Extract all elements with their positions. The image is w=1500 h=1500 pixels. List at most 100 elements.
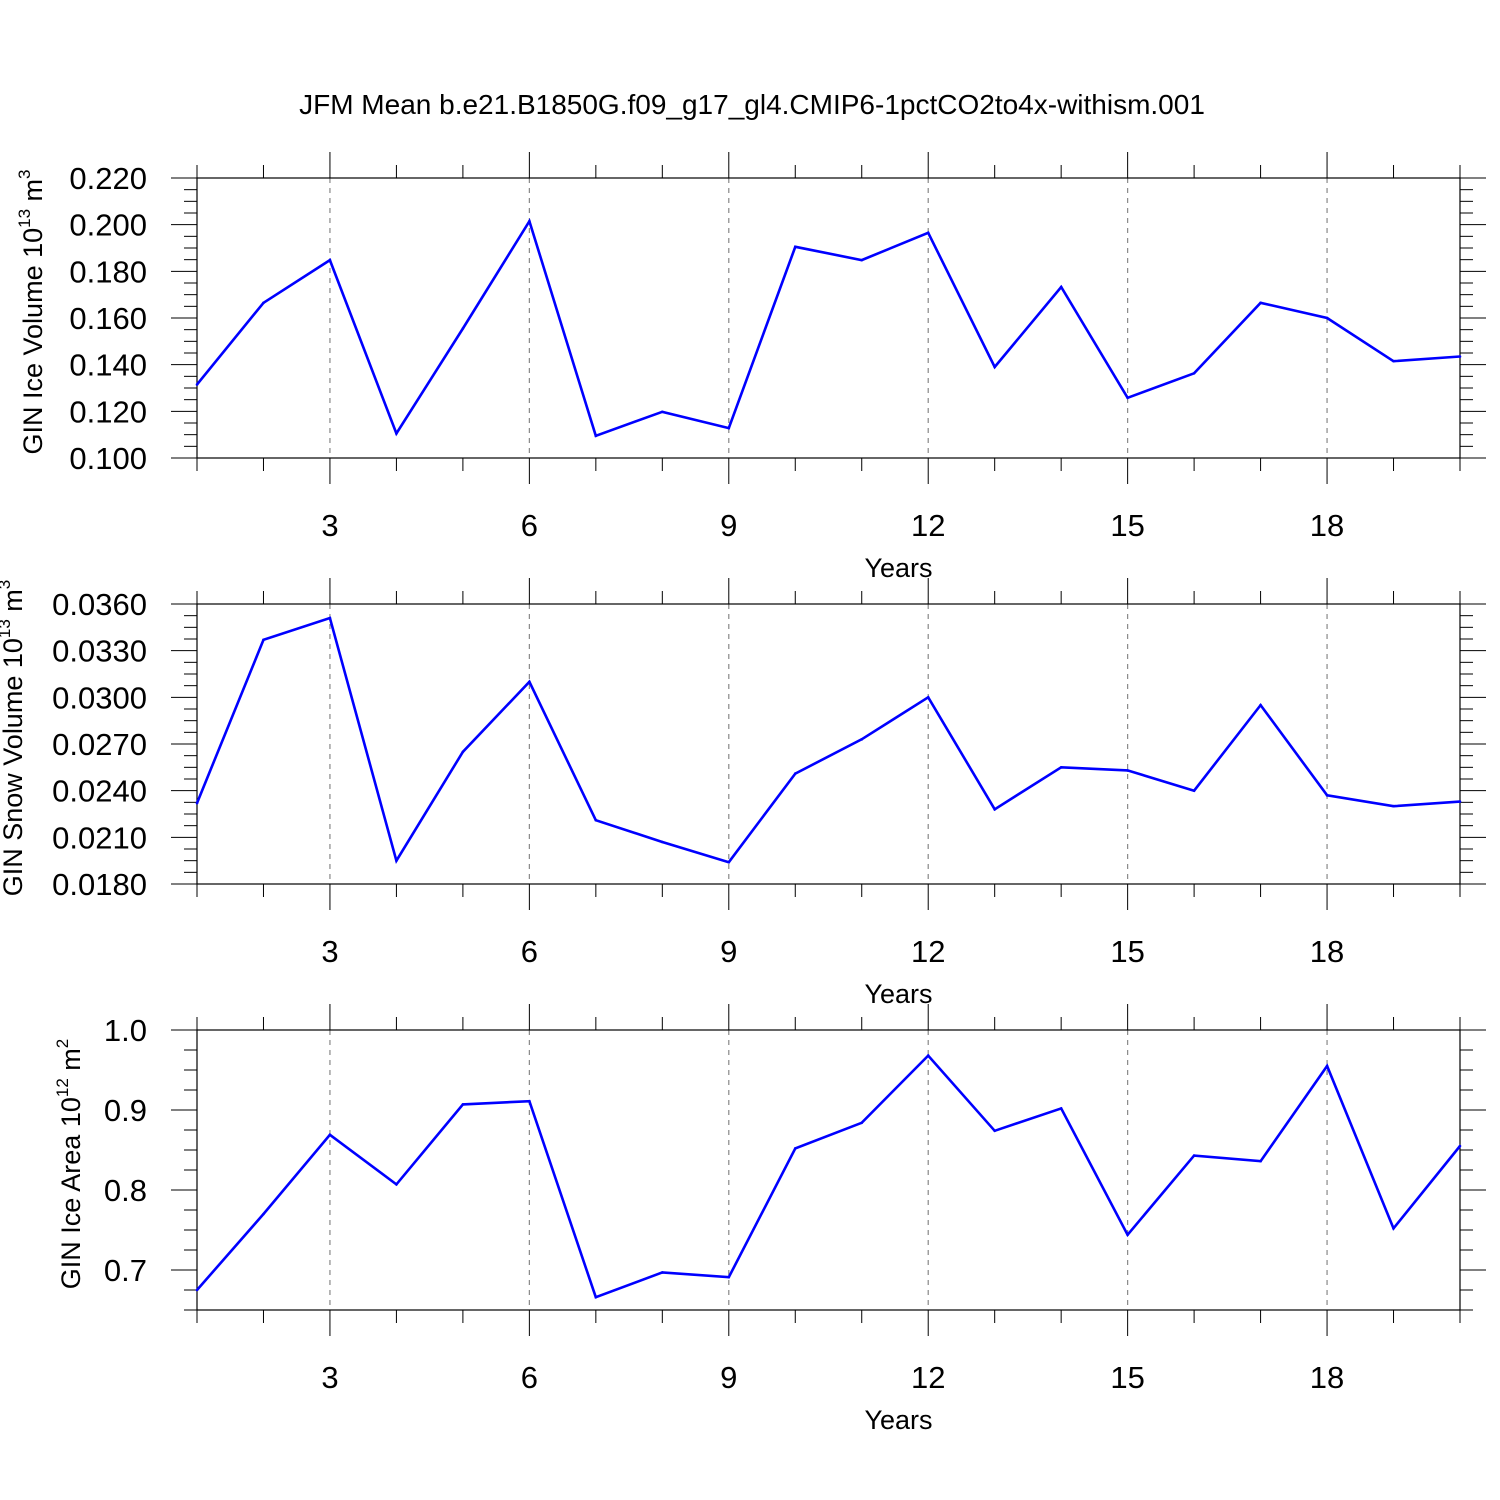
panels: 0.100 0.120 0.140 0.160 0.180 0.200 0.220 3 6 9 12… — [0, 152, 1486, 1435]
data-point — [461, 1103, 465, 1106]
x-tick-label: 6 — [521, 934, 538, 969]
data-point — [1392, 1227, 1395, 1230]
x-tick-label: 12 — [911, 1360, 945, 1395]
data-point — [727, 1275, 731, 1279]
data-point — [993, 808, 996, 811]
y-tick-label: 0.0330 — [52, 634, 147, 669]
panel-3: 0.7 0.8 0.9 1.0 3 6 9 12 15 18 Years GIN Ice Area 1… — [53, 1004, 1486, 1435]
data-point — [528, 1099, 531, 1103]
x-tick-label: 12 — [911, 934, 945, 969]
data-point — [395, 859, 398, 862]
y-tick-label: 1.0 — [104, 1013, 147, 1048]
data-point — [1458, 800, 1462, 803]
y-tick-label: 0.0300 — [52, 680, 147, 715]
data-point — [661, 1271, 664, 1274]
y-tick-label: 0.0210 — [52, 820, 147, 855]
y-tick-label: 0.0270 — [52, 727, 147, 762]
x-axis-label: Years — [864, 1405, 932, 1435]
data-point — [594, 434, 598, 438]
data-point — [1126, 769, 1129, 772]
y-tick-label: 0.120 — [69, 394, 147, 429]
data-point — [1392, 804, 1395, 808]
data-point — [195, 1288, 199, 1292]
data-point — [195, 801, 199, 805]
data-point — [1325, 794, 1329, 797]
data-point — [1259, 1159, 1262, 1163]
data-point — [860, 1121, 864, 1125]
series-line — [195, 616, 1461, 864]
data-point — [262, 638, 265, 642]
data-point — [328, 1133, 332, 1137]
data-point — [1392, 359, 1395, 363]
series-line — [196, 1053, 1462, 1299]
y-tick-label: 0.200 — [69, 208, 147, 243]
x-axis-label: Years — [864, 979, 932, 1009]
data-point — [1325, 1064, 1329, 1068]
data-point — [1458, 1144, 1462, 1148]
y-tick-label: 0.9 — [104, 1093, 147, 1128]
data-point — [262, 1212, 265, 1216]
data-point — [1192, 789, 1196, 792]
plot-frame — [196, 1029, 1461, 1311]
x-tick-label: 9 — [720, 1360, 737, 1395]
panel-2: 0.0180 0.0210 0.0240 0.0270 0.0300 0.0330 0.03… — [0, 578, 1486, 1009]
y-tick-label: 0.0360 — [52, 587, 147, 622]
y-tick-label: 0.0240 — [52, 774, 147, 809]
data-point — [926, 1054, 930, 1057]
data-point — [1458, 355, 1462, 358]
data-point — [793, 772, 797, 775]
x-tick-label: 3 — [321, 508, 338, 543]
y-axis-label: GIN Snow Volume 1013 m3 — [0, 580, 28, 897]
panel-1: 0.100 0.120 0.140 0.160 0.180 0.200 0.220 3 6 9 12… — [15, 152, 1486, 583]
data-point — [793, 1147, 797, 1150]
x-tick-label: 9 — [720, 508, 737, 543]
data-point — [1192, 1154, 1196, 1157]
x-tick-label: 3 — [321, 1360, 338, 1395]
plot-frame — [196, 603, 1461, 885]
data-point — [395, 1183, 398, 1186]
data-point — [594, 1295, 598, 1299]
series-line — [195, 218, 1461, 438]
data-point — [1126, 1233, 1129, 1237]
y-tick-label: 0.0180 — [52, 867, 147, 902]
y-tick-label: 0.140 — [69, 348, 147, 383]
data-point — [926, 231, 930, 235]
x-tick-label: 3 — [321, 934, 338, 969]
data-point — [1059, 285, 1063, 289]
x-tick-label: 15 — [1110, 934, 1144, 969]
x-tick-label: 18 — [1310, 1360, 1344, 1395]
x-tick-label: 6 — [521, 1360, 538, 1395]
data-point — [1059, 766, 1063, 769]
plot-frame — [196, 177, 1461, 459]
data-point — [661, 840, 664, 844]
data-point — [860, 258, 864, 262]
data-point — [993, 1129, 996, 1133]
x-tick-label: 15 — [1110, 508, 1144, 543]
data-point — [661, 410, 664, 414]
data-point — [461, 750, 465, 754]
x-tick-label: 15 — [1110, 1360, 1144, 1395]
data-point — [1126, 396, 1129, 400]
data-point — [262, 301, 265, 305]
figure-title: JFM Mean b.e21.B1850G.f09_g17_gl4.CMIP6-… — [299, 89, 1205, 120]
x-tick-label: 9 — [720, 934, 737, 969]
y-tick-label: 0.160 — [69, 301, 147, 336]
x-tick-label: 12 — [911, 508, 945, 543]
y-tick-label: 0.100 — [69, 441, 147, 476]
data-point — [1059, 1107, 1063, 1110]
y-axis-label: GIN Ice Volume 1013 m3 — [15, 169, 48, 454]
data-point — [328, 258, 332, 262]
data-point — [793, 245, 797, 249]
y-axis-label: GIN Ice Area 1012 m2 — [53, 1039, 86, 1290]
data-point — [727, 426, 731, 430]
data-point — [1192, 372, 1196, 375]
data-point — [328, 616, 332, 620]
data-point — [395, 432, 398, 435]
y-tick-label: 0.7 — [104, 1253, 147, 1288]
data-point — [860, 738, 864, 741]
data-point — [993, 365, 996, 369]
y-tick-label: 0.8 — [104, 1173, 147, 1208]
x-tick-label: 18 — [1310, 934, 1344, 969]
data-point — [1325, 316, 1329, 320]
